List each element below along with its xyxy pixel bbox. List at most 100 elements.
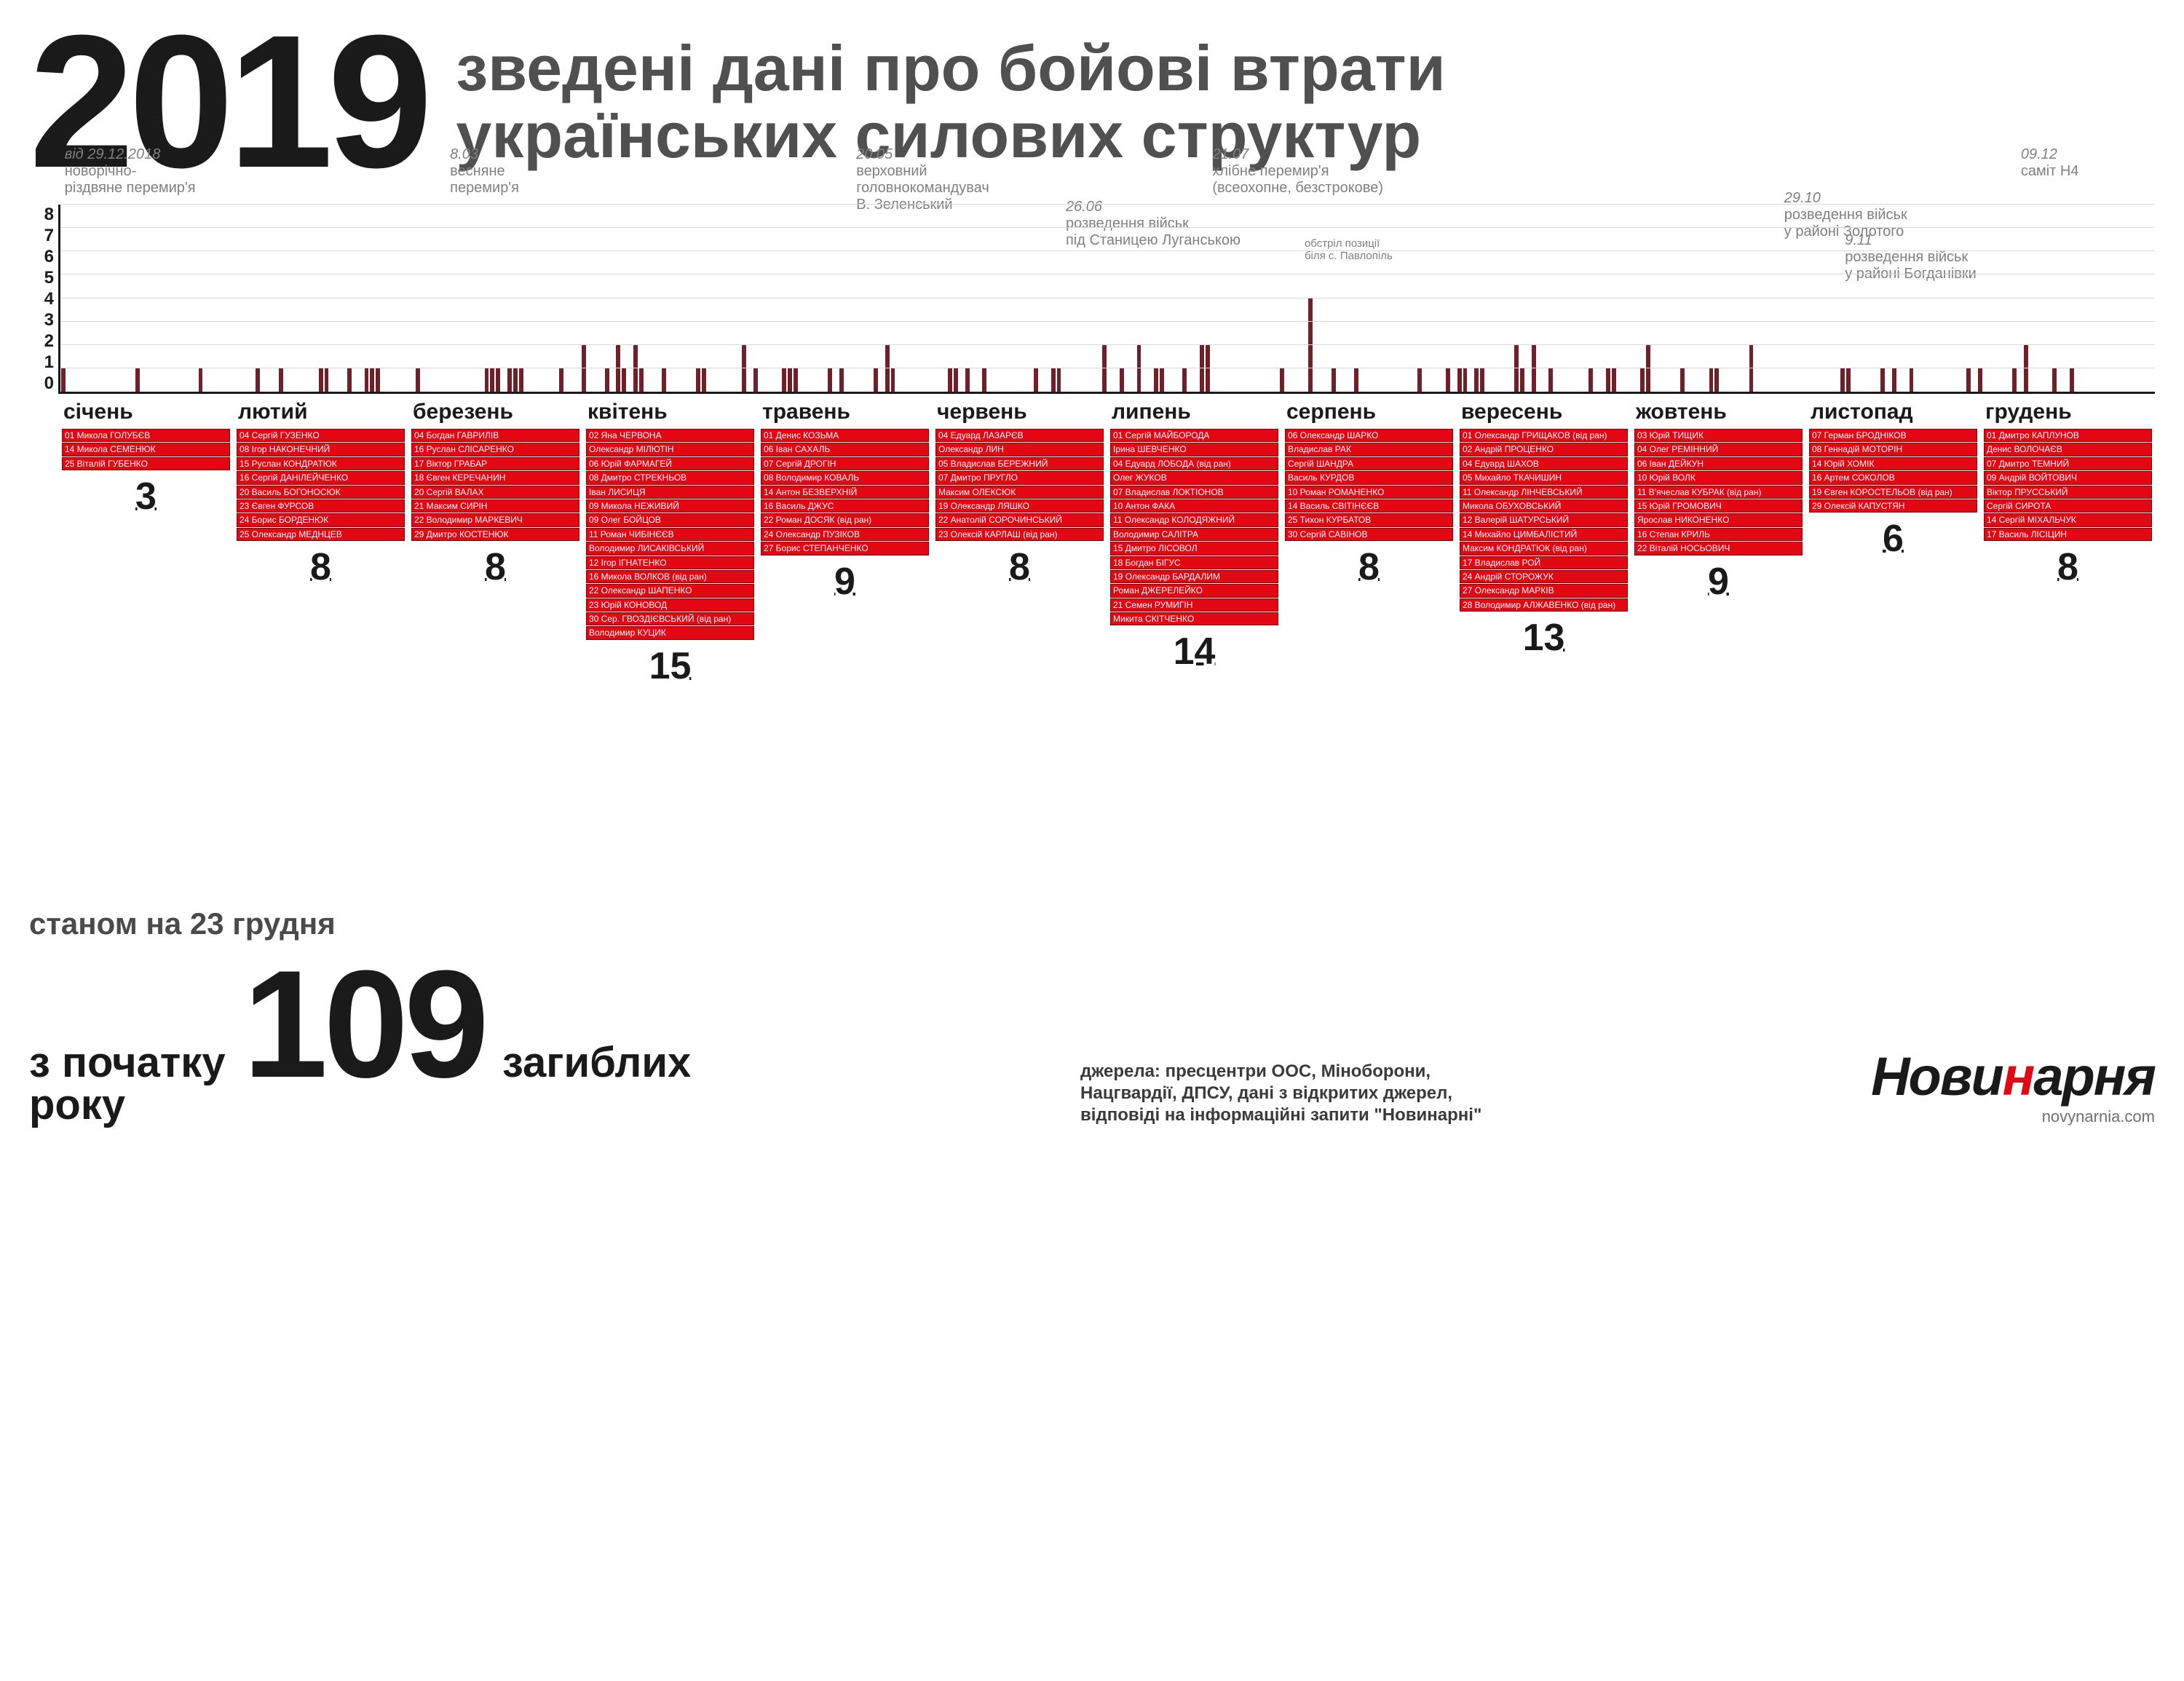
casualty-name: Володимир САЛІТРА (1110, 528, 1278, 541)
daily-bar (1280, 368, 1284, 392)
casualty-name: Володимир КУЦИК (586, 626, 754, 639)
casualty-name: Роман ДЖЕРЕЛЕЙКО (1110, 584, 1278, 597)
month-name: липень (1110, 397, 1278, 429)
casualty-name: 22 Анатолій СОРОЧИНСЬКИЙ (935, 513, 1104, 526)
casualty-name: 18 Євген КЕРЕЧАНИН (411, 471, 579, 484)
daily-bar (1680, 368, 1685, 392)
month-count: 14 (1110, 625, 1278, 673)
month-name: квітень (586, 397, 754, 429)
casualty-name: 09 Микола НЕЖИВИЙ (586, 499, 754, 513)
daily-bar (1892, 368, 1896, 392)
month-count: 3 (62, 470, 230, 518)
casualty-name: 05 Михайло ТКАЧИШИН (1460, 471, 1628, 484)
casualty-name: 12 Валерій ШАТУРСЬКИЙ (1460, 513, 1628, 526)
month-name: вересень (1460, 397, 1628, 429)
casualty-name: 30 Сер. ГВОЗДІЄВСЬКИЙ (від ран) (586, 612, 754, 625)
daily-bar (496, 368, 500, 392)
subtitle: зведені дані про бойові втрати українськ… (456, 22, 1445, 170)
daily-bar (622, 368, 626, 392)
logo-site-url: novynarnia.com (1871, 1107, 2155, 1126)
casualty-name: 04 Олег РЕМІННИЙ (1634, 443, 1803, 456)
casualty-name: 23 Юрій КОНОВОД (586, 598, 754, 612)
casualty-name: 11 Олександр ЛІНЧЕВСЬКИЙ (1460, 486, 1628, 499)
daily-bar (559, 368, 563, 392)
casualty-name: 14 Михайло ЦИМБАЛІСТИЙ (1460, 528, 1628, 541)
casualty-name: 01 Сергій МАЙБОРОДА (1110, 429, 1278, 442)
month-column: грудень01 Дмитро КАПЛУНОВДенис ВОЛОЧАЄВ0… (1980, 394, 2155, 688)
total-number: 109 (243, 963, 485, 1085)
daily-bar (1612, 368, 1616, 392)
daily-bar (1966, 368, 1971, 392)
casualty-name: Сергій СИРОТА (1984, 499, 2152, 513)
month-name: травень (761, 397, 929, 429)
daily-bar (507, 368, 512, 392)
casualty-name: 04 Богдан ГАВРИЛІВ (411, 429, 579, 442)
logo-block: Новинарня novynarnia.com (1871, 1045, 2155, 1126)
year-number: 2019 (29, 22, 427, 183)
casualty-name-list: 04 Едуард ЛАЗАРЄВОлександр ЛИН05 Владисл… (935, 429, 1104, 541)
casualty-name-list: 04 Богдан ГАВРИЛІВ16 Руслан СЛІСАРЕНКО17… (411, 429, 579, 541)
y-tick: 8 (44, 205, 58, 225)
daily-bar (742, 345, 746, 392)
casualty-name: 29 Олексій КАПУСТЯН (1809, 499, 1977, 513)
casualty-name: 20 Сергій ВАЛАХ (411, 486, 579, 499)
y-tick: 1 (44, 352, 58, 373)
footer-left: станом на 23 грудня з початку року 109 з… (29, 906, 691, 1126)
daily-bar (1332, 368, 1336, 392)
daily-bar (788, 368, 792, 392)
daily-bar (1182, 368, 1187, 392)
casualty-name-list: 01 Олександр ГРИЩАКОВ (від ран)02 Андрій… (1460, 429, 1628, 612)
casualty-name: 01 Дмитро КАПЛУНОВ (1984, 429, 2152, 442)
daily-bar (965, 368, 970, 392)
daily-bars (60, 205, 2155, 392)
daily-bar (1880, 368, 1885, 392)
month-count: 9 (1634, 555, 1803, 604)
month-name: лютий (237, 397, 405, 429)
casualty-name: 02 Яна ЧЕРВОНА (586, 429, 754, 442)
total-prefix: з початку року (29, 1042, 226, 1126)
daily-bar (1640, 368, 1645, 392)
casualty-name: 17 Василь ЛІСІЦИН (1984, 528, 2152, 541)
logo-part-2: арня (2033, 1046, 2155, 1107)
daily-bar (1051, 368, 1056, 392)
month-column: червень04 Едуард ЛАЗАРЄВОлександр ЛИН05 … (932, 394, 1107, 688)
casualty-name: 24 Олександр ПУЗІКОВ (761, 528, 929, 541)
casualty-name-list: 01 Дмитро КАПЛУНОВДенис ВОЛОЧАЄВ07 Дмитр… (1984, 429, 2152, 541)
daily-bar (1200, 345, 1204, 392)
sources-text: джерела: пресцентри ООС, Міноборони,Нацг… (1080, 1061, 1481, 1126)
casualty-name: 16 Руслан СЛІСАРЕНКО (411, 443, 579, 456)
casualty-name: 07 Дмитро ПРУГЛО (935, 471, 1104, 484)
casualty-name: Сергій ШАНДРА (1285, 457, 1453, 470)
casualty-name: 21 Семен РУМИГІН (1110, 598, 1278, 612)
daily-bar (519, 368, 523, 392)
casualty-name: 14 Микола СЕМЕНЮК (62, 443, 230, 456)
casualty-name: 04 Сергій ГУЗЕНКО (237, 429, 405, 442)
casualty-name: 19 Олександр ЛЯШКО (935, 499, 1104, 513)
month-name: січень (62, 397, 230, 429)
casualty-name: 05 Владислав БЕРЕЖНИЙ (935, 457, 1104, 470)
casualty-name: 25 Тихон КУРБАТОВ (1285, 513, 1453, 526)
casualty-name: 22 Володимир МАРКЕВИЧ (411, 513, 579, 526)
casualty-name: 06 Іван САХАЛЬ (761, 443, 929, 456)
casualty-name: 16 Артем СОКОЛОВ (1809, 471, 1977, 484)
casualty-name: 06 Юрій ФАРМАГЕЙ (586, 457, 754, 470)
month-column: вересень01 Олександр ГРИЩАКОВ (від ран)0… (1456, 394, 1631, 688)
daily-bar (1846, 368, 1851, 392)
month-column: листопад07 Герман БРОДНІКОВ08 Геннадій М… (1805, 394, 1980, 688)
casualty-name: 14 Сергій МІХАЛЬЧУК (1984, 513, 2152, 526)
casualty-name: 08 Володимир КОВАЛЬ (761, 471, 929, 484)
casualty-name: 15 Юрій ГРОМОВИЧ (1634, 499, 1803, 513)
daily-bar (1206, 345, 1210, 392)
daily-bar (2012, 368, 2017, 392)
daily-bar (616, 345, 620, 392)
casualty-name: 04 Едуард ШАХОВ (1460, 457, 1628, 470)
casualty-name: 23 Олексій КАРЛАШ (від ран) (935, 528, 1104, 541)
casualty-name: 30 Сергій САВІНОВ (1285, 528, 1453, 541)
daily-bar (1120, 368, 1124, 392)
daily-bar (954, 368, 958, 392)
daily-bar (1840, 368, 1845, 392)
daily-bar (1646, 345, 1650, 392)
casualty-name: 01 Денис КОЗЬМА (761, 429, 929, 442)
casualty-name: Василь КУРДОВ (1285, 471, 1453, 484)
casualty-name-list: 01 Денис КОЗЬМА06 Іван САХАЛЬ07 Сергій Д… (761, 429, 929, 555)
